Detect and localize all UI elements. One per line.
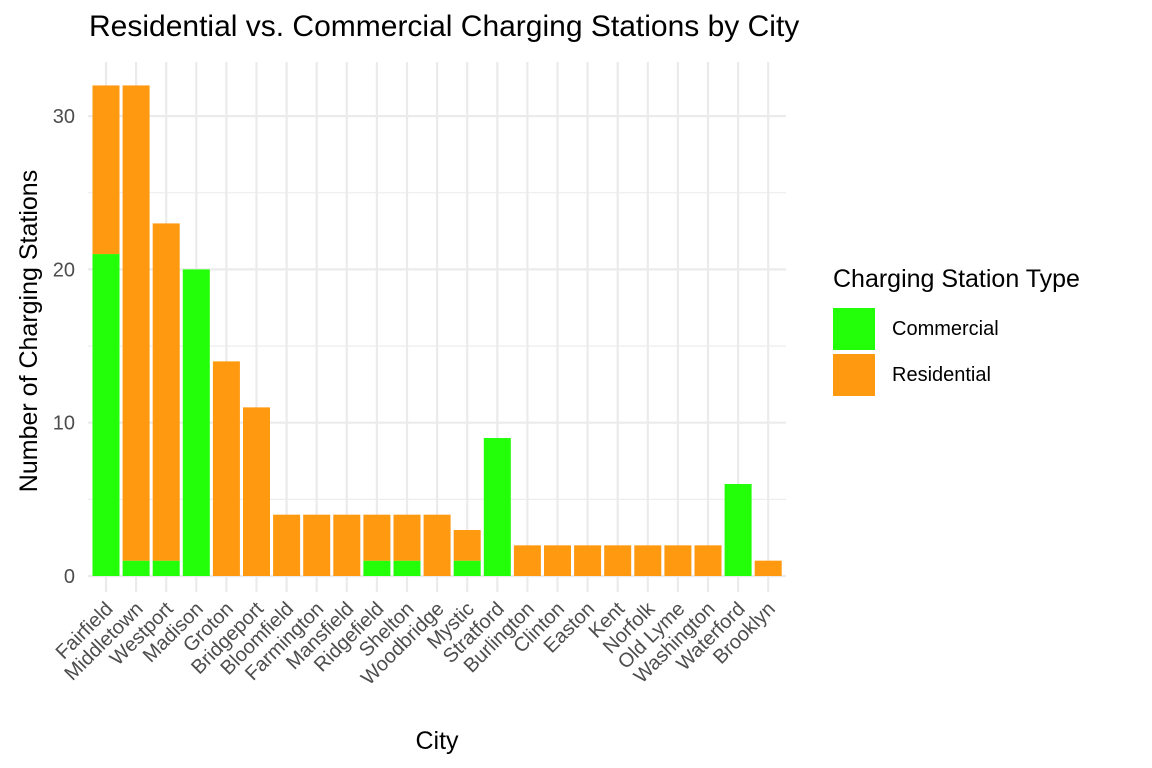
bar-commercial [724,484,752,576]
x-axis-label: City [415,727,459,755]
y-axis: 0 10 20 30 [53,106,75,588]
bar-residential [152,223,180,561]
bar-commercial [393,560,421,576]
bar-commercial [182,269,210,576]
bar-residential [423,514,451,576]
bar-residential [212,361,240,576]
bar-commercial [92,254,120,576]
bar-residential [303,514,331,576]
y-tick-label: 30 [53,106,75,128]
bar-residential [393,514,421,561]
bar-residential [754,560,782,576]
x-axis: FairfieldMiddletownWestportMadisonGroton… [52,597,780,689]
bar-residential [544,545,571,576]
bar-residential [664,545,692,576]
bars [92,85,782,576]
bar-residential [634,545,662,576]
bar-residential [604,545,632,576]
y-tick-label: 20 [53,259,75,281]
chart-title: Residential vs. Commercial Charging Stat… [89,10,800,43]
bar-commercial [122,560,150,576]
bar-residential [574,545,602,576]
legend-title: Charging Station Type [833,265,1080,293]
bar-residential [694,545,722,576]
y-tick-label: 0 [64,566,75,588]
legend-label-commercial: Commercial [892,317,999,340]
bar-residential [92,85,120,255]
bar-residential [453,530,481,561]
bar-residential [333,514,361,576]
bar-residential [122,85,150,561]
bar-residential [363,514,391,561]
bar-commercial [363,560,391,576]
bar-residential [243,407,270,576]
legend-label-residential: Residential [892,363,991,386]
legend-swatch-residential [833,354,875,396]
legend-item-residential: Residential [833,354,991,396]
bar-commercial [453,560,481,576]
y-axis-label: Number of Charging Stations [15,170,43,492]
bar-commercial [152,560,180,576]
legend-item-commercial: Commercial [833,308,999,350]
bar-residential [273,514,301,576]
y-tick-label: 10 [53,413,75,435]
bar-residential [513,545,541,576]
legend-swatch-commercial [833,308,875,350]
bar-commercial [483,438,511,576]
